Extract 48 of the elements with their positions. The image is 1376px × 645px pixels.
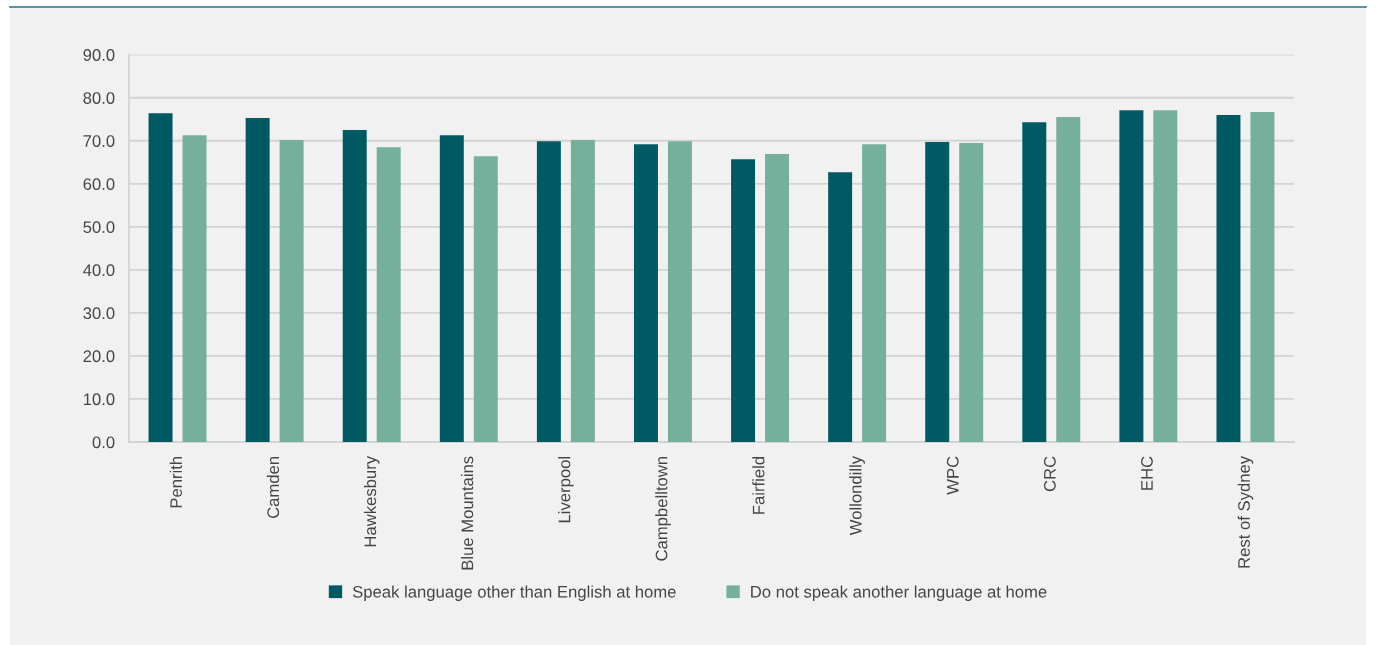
y-tick-label: 70.0 [83,135,115,147]
legend-label: Do not speak another language at home [751,585,1047,601]
x-tick-label: Rest of Sydney [1237,455,1254,568]
bar [1056,117,1081,442]
x-tick-label: Camden [266,456,280,519]
x-tick-label: Wollondilly [849,455,865,536]
y-tick-label: 50.0 [83,221,115,234]
legend-label: Speak language other than English at home [352,585,676,601]
bar [1119,110,1144,442]
y-tick-label: 30.0 [83,307,115,320]
bar [342,130,367,442]
bar [376,147,401,442]
bar [279,139,304,442]
x-tick-label: Campbelltown [655,456,671,561]
bar [959,142,984,442]
x-tick-label: Penrith [169,456,183,508]
bar [667,141,692,442]
bar [536,141,561,442]
x-tick-label: WPC [946,456,959,495]
y-tick-label: 80.0 [83,92,115,104]
x-tick-label: EHC [1141,456,1153,490]
bar [1250,111,1275,442]
x-tick-label: Hawkesbury [363,455,380,547]
y-tick-label: 40.0 [83,264,115,277]
bar [765,154,790,442]
y-tick-label: 90.0 [83,49,115,61]
bar [633,144,658,442]
bar [828,172,853,442]
y-tick-label: 60.0 [83,178,115,190]
bar [439,135,464,442]
bar [570,139,595,442]
bar [1153,110,1178,442]
y-tick-label: 10.0 [83,393,115,406]
y-tick-label: 20.0 [83,350,115,363]
bar [245,117,270,442]
bar [1216,114,1241,442]
x-tick-label: Blue Mountains [461,456,474,570]
x-tick-label: Liverpool [558,457,574,523]
y-tick-label: 0.0 [92,436,115,449]
x-tick-label: Fairfield [752,456,765,514]
x-tick-label: CRC [1043,456,1056,492]
bar [1022,122,1047,442]
bar [182,135,207,442]
bar [862,144,887,442]
bar [731,159,756,442]
bar [148,113,173,442]
bar [925,142,950,442]
bar [473,156,498,442]
